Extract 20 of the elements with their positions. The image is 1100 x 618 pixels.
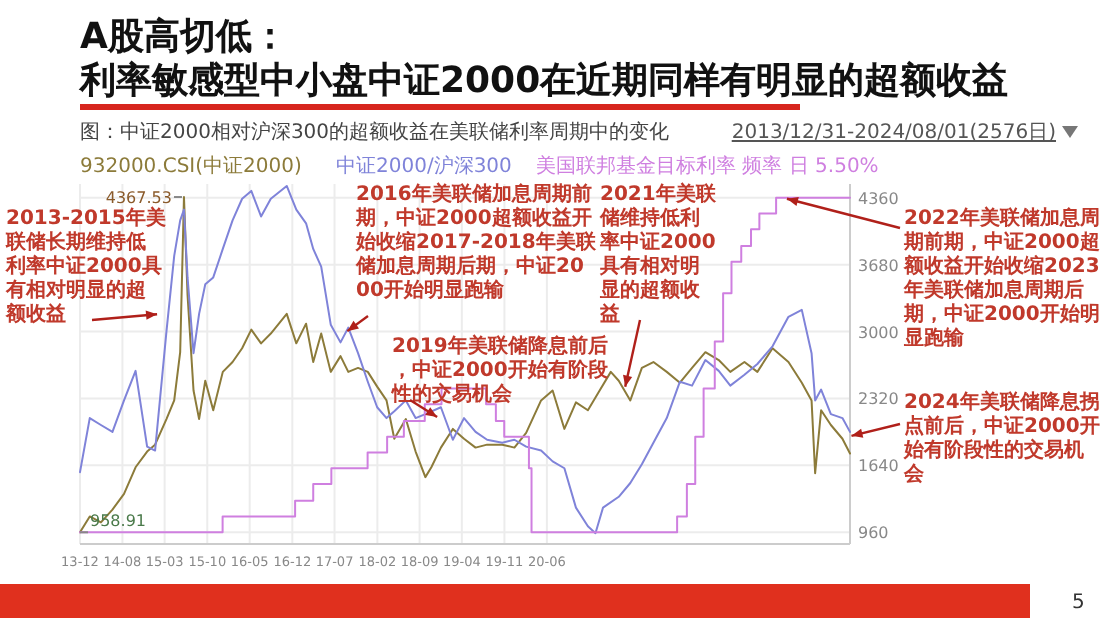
annotation: 2021年美联储维持低利率中证2000具有相对明显的超额收益 xyxy=(598,182,718,326)
y-tick-label: 1640 xyxy=(858,457,899,476)
text: 5 xyxy=(1072,592,1085,614)
y-tick-label: 4360 xyxy=(858,189,899,208)
y-tick-label: 960 xyxy=(858,524,889,543)
annotation: 2016年美联储加息周期前期，中证2000超额收益开始收缩2017-2018年美联储加息周期后期，中证2000开始明显跑输 xyxy=(354,182,598,302)
chart-subtitle: 图：中证2000相对沪深300的超额收益在美联储利率周期中的变化 xyxy=(80,120,670,144)
y-tick-label: 2320 xyxy=(858,390,899,409)
annotation: 958.91 xyxy=(90,512,146,531)
y-tick-label: 3000 xyxy=(858,323,899,342)
annotation: 4367.53 xyxy=(105,189,172,208)
annotation: 2022年美联储加息周期前期，中证2000超额收益开始收缩2023年美联储加息周期后期，中证2000开始明显跑输 xyxy=(902,206,1100,350)
y-tick-label: 3680 xyxy=(858,256,899,275)
series-label: 美国联邦基金目标利率 频率 日 5.50% xyxy=(536,154,879,178)
annotation: 2024年美联储降息拐点前后，中证2000开始有阶段性的交易机会 xyxy=(902,390,1100,486)
text: 中证2000/沪深300 xyxy=(336,154,512,178)
annotation: 2013-2015年美联储长期维持低利率中证2000具有相对明显的超额收益 xyxy=(4,206,166,326)
chart-title: A股高切低：利率敏感型中小盘中证2000在近期同样有明显的超额收益 xyxy=(78,16,1009,102)
series-label: 932000.CSI(中证2000) xyxy=(80,154,302,178)
text: 2013/12/31-2024/08/01(2576日) xyxy=(731,122,1057,144)
